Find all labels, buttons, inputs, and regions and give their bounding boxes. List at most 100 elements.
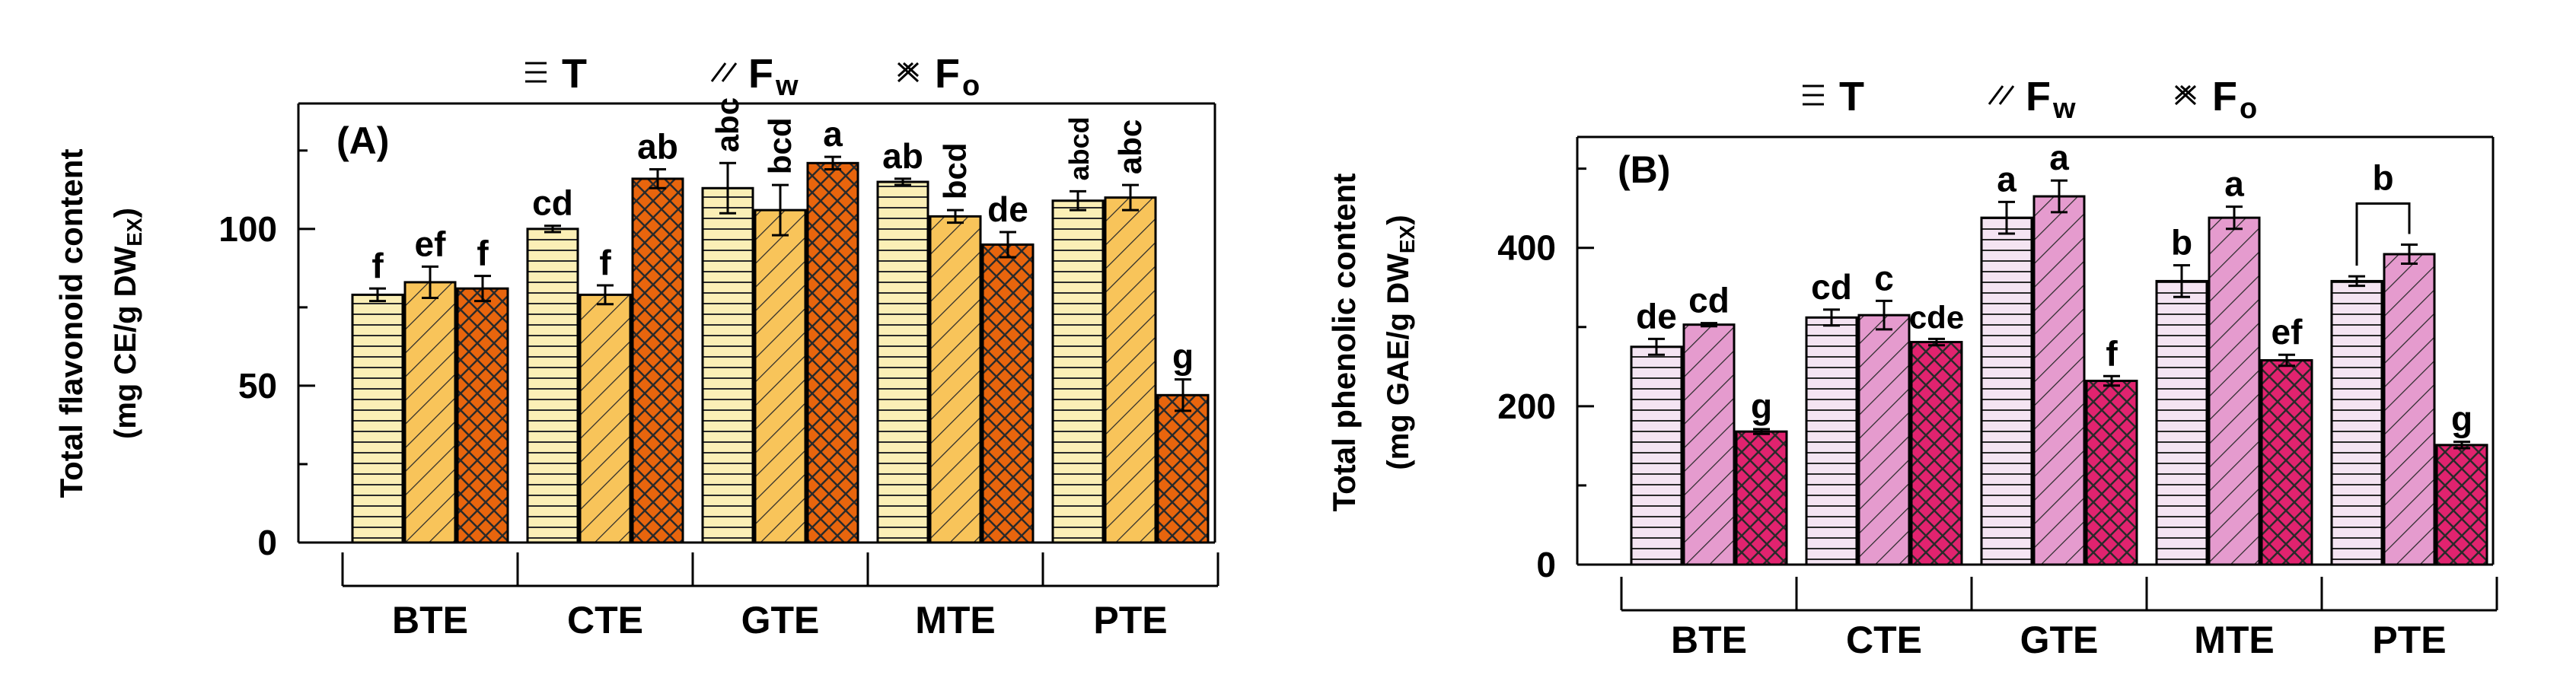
significance-label: ef — [2272, 312, 2303, 352]
significance-label: de — [1636, 296, 1677, 336]
legend-line — [721, 62, 738, 82]
category-label-mte: MTE — [2194, 619, 2275, 661]
bar-pattern — [1910, 341, 1963, 566]
legend-item-T: T — [525, 51, 587, 97]
bar-pattern — [2260, 358, 2313, 566]
bracket-label: b — [2372, 158, 2393, 198]
significance-label: f — [2106, 333, 2118, 373]
legend-line — [897, 62, 920, 83]
significance-label: f — [477, 234, 489, 273]
bar-pattern — [2155, 279, 2208, 566]
bar-pattern — [1682, 323, 1736, 566]
bar-pattern — [1980, 216, 2033, 566]
significance-label: g — [2451, 399, 2472, 439]
bar-pattern — [929, 215, 982, 544]
legend-line — [902, 62, 920, 78]
bar-pattern — [1104, 196, 1157, 544]
significance-label: abc — [709, 97, 745, 152]
bar-pattern — [981, 243, 1035, 544]
bar-pattern — [579, 293, 632, 544]
significance-label: a — [1997, 159, 2016, 199]
significance-label: bcd — [762, 117, 798, 174]
bar-pattern — [806, 161, 859, 544]
bar-pattern — [701, 186, 754, 544]
legend-label-Fw: F — [2026, 74, 2051, 119]
panel-a: 0 50 100 Total flavonoid content (mg CE/g DW… — [53, 97, 1219, 641]
significance-label: cd — [532, 183, 573, 223]
y-axis-title-end: ) — [109, 208, 142, 218]
panel-label: (B) — [1618, 148, 1670, 191]
significance-label: a — [2224, 164, 2244, 204]
bar-pattern — [1630, 345, 1683, 566]
y-axis-title-main: (mg GAE/g DW — [1382, 253, 1415, 470]
y-tick-label: 400 — [1497, 228, 1556, 268]
bar-pattern — [1857, 313, 1911, 566]
y-tick-label: 100 — [218, 209, 277, 249]
legend-label-Fo: F — [2212, 74, 2237, 119]
diagonal-lines-icon — [710, 62, 738, 82]
bar-pattern — [2383, 253, 2436, 566]
bar-pattern — [2208, 216, 2261, 566]
bar-pattern — [456, 287, 509, 544]
horizontal-lines-icon — [1803, 84, 1824, 106]
significance-label: abcd — [1063, 116, 1095, 180]
category-label-cte: CTE — [567, 599, 643, 641]
significance-label: de — [987, 189, 1028, 229]
significance-bracket — [2355, 202, 2411, 266]
y-axis-title-line2: (mg CE/g DWEX) — [109, 208, 146, 439]
crosshatch-icon — [897, 62, 920, 83]
y-axis-title-sub: EX — [123, 218, 146, 247]
y-axis-title-line1: Total phenolic content — [1326, 173, 1362, 512]
y-tick-label: 0 — [257, 523, 277, 562]
legend-label-T: T — [562, 51, 587, 97]
legend-sub-Fw: w — [2052, 93, 2076, 125]
y-axis-title-main: (mg CE/g DW — [109, 246, 142, 439]
significance-label: cde — [1909, 299, 1964, 335]
category-label-mte: MTE — [915, 599, 996, 641]
bar-pattern — [526, 228, 579, 544]
bar-pattern — [403, 281, 457, 544]
bar-pattern — [2435, 444, 2488, 566]
y-axis-title-line1: Total flavonoid content — [53, 149, 89, 498]
category-label-bte: BTE — [392, 599, 468, 641]
legend-item-T: T — [1803, 74, 1864, 119]
crosshatch-icon — [2174, 84, 2197, 106]
significance-label: abc — [1112, 119, 1148, 174]
significance-label: cd — [1811, 267, 1852, 307]
significance-label: f — [371, 246, 384, 285]
bar-pattern — [2085, 380, 2138, 566]
bar-pattern — [1156, 393, 1210, 544]
panel-label: (A) — [336, 119, 389, 162]
significance-label: f — [599, 243, 611, 282]
category-label-pte: PTE — [1093, 599, 1167, 641]
significance-label: a — [2049, 138, 2069, 177]
significance-label: g — [1751, 387, 1772, 426]
significance-label: bcd — [937, 142, 973, 199]
category-label-cte: CTE — [1846, 619, 1922, 661]
y-axis-title-line2: (mg GAE/g DWEX) — [1382, 215, 1419, 469]
diagonal-lines-icon — [1988, 85, 2015, 105]
bar-pattern — [2032, 195, 2086, 566]
significance-label: ab — [637, 127, 678, 167]
bar-pattern — [754, 208, 807, 544]
significance-label: b — [2171, 223, 2192, 263]
legend-label-Fo: F — [935, 51, 960, 97]
bar-pattern — [351, 293, 404, 544]
bar-pattern — [631, 177, 684, 544]
legend-sub-Fw: w — [775, 70, 799, 102]
y-axis-title-sub: EX — [1395, 224, 1419, 253]
significance-label: ef — [415, 224, 447, 263]
legend-line — [1988, 85, 2004, 105]
legend-line — [2179, 84, 2197, 100]
significance-label: cd — [1688, 281, 1730, 320]
y-axis-title-end: ) — [1382, 215, 1415, 224]
legend-label-T: T — [1839, 74, 1864, 119]
legend-line — [2174, 84, 2197, 106]
significance-label: a — [823, 114, 843, 154]
